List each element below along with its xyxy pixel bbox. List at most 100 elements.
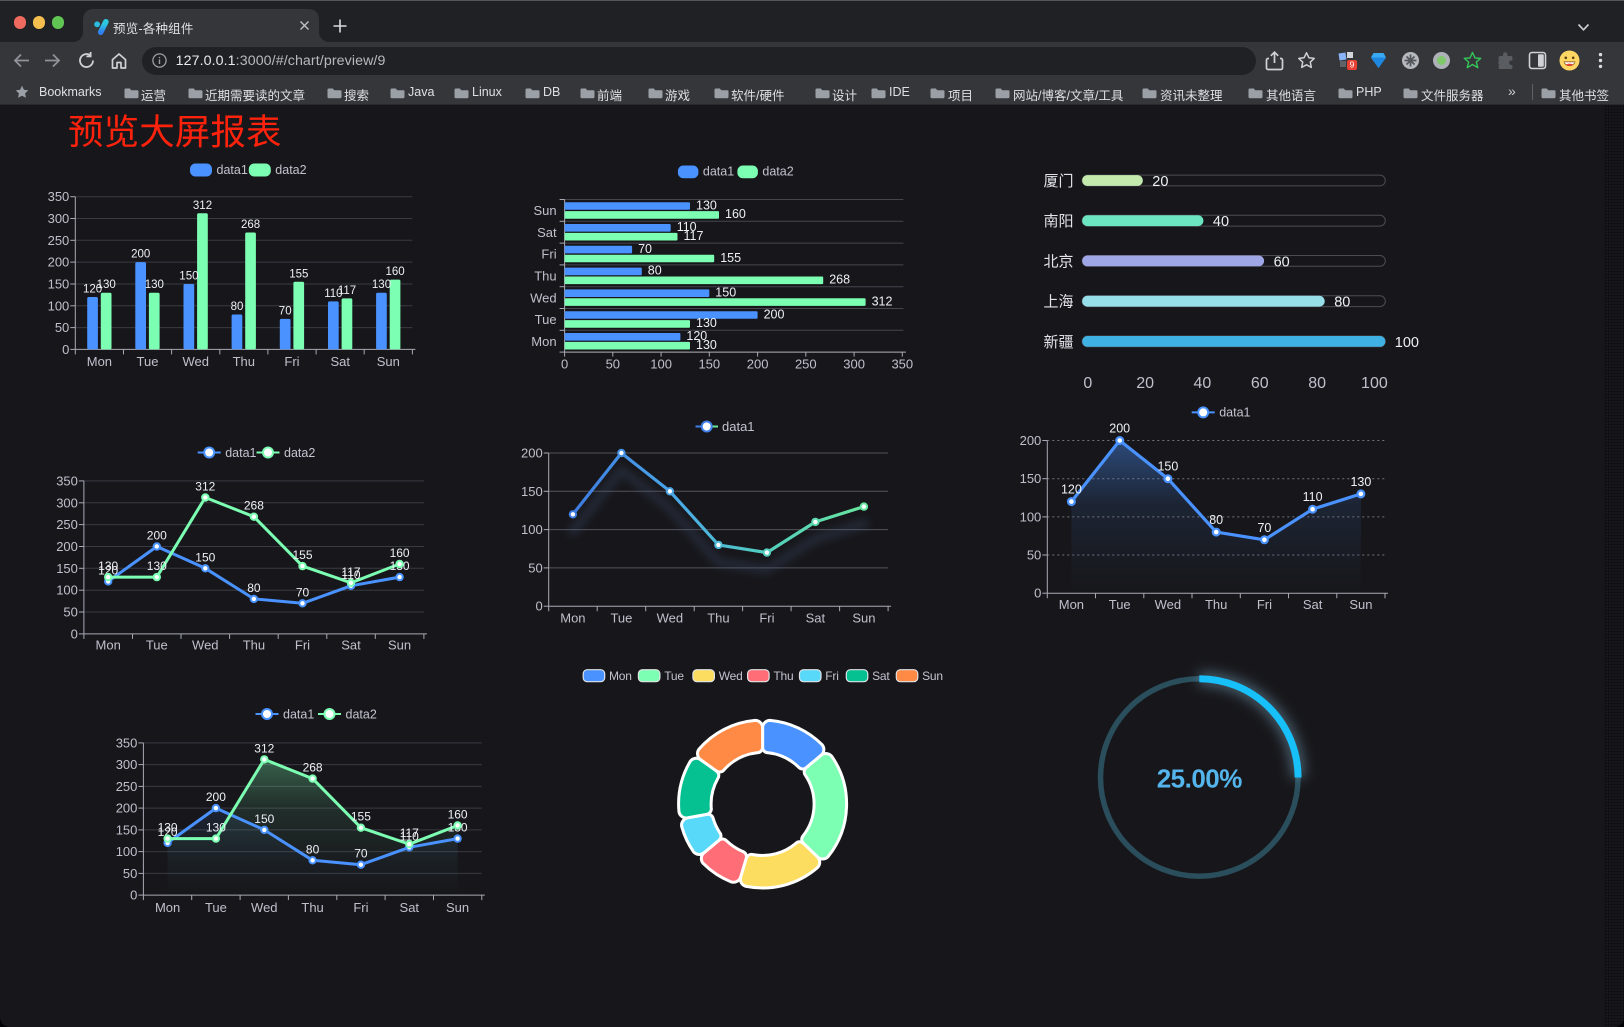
svg-text:268: 268 — [829, 273, 850, 287]
svg-text:Wed: Wed — [657, 611, 684, 626]
svg-text:Mon: Mon — [96, 638, 121, 653]
svg-text:150: 150 — [56, 561, 78, 576]
svg-text:data1: data1 — [283, 707, 314, 721]
svg-text:0: 0 — [535, 599, 542, 614]
svg-text:Sun: Sun — [533, 203, 556, 218]
svg-text:40: 40 — [1213, 214, 1229, 230]
svg-text:Sat: Sat — [872, 669, 890, 683]
svg-text:0: 0 — [130, 888, 137, 903]
svg-text:70: 70 — [638, 242, 652, 256]
svg-text:150: 150 — [254, 812, 274, 826]
svg-text:70: 70 — [354, 847, 368, 861]
svg-text:60: 60 — [1251, 375, 1269, 392]
svg-text:40: 40 — [1194, 375, 1212, 392]
svg-text:80: 80 — [306, 842, 320, 856]
svg-text:120: 120 — [1061, 483, 1082, 497]
svg-text:50: 50 — [63, 605, 77, 620]
svg-text:Wed: Wed — [251, 900, 278, 915]
svg-text:新疆: 新疆 — [1043, 334, 1073, 351]
svg-text:110: 110 — [677, 220, 697, 234]
svg-text:70: 70 — [279, 305, 292, 317]
svg-text:100: 100 — [56, 583, 78, 598]
svg-text:100: 100 — [521, 522, 543, 537]
svg-text:厦门: 厦门 — [1043, 173, 1073, 190]
svg-text:150: 150 — [195, 550, 215, 564]
svg-text:130: 130 — [158, 821, 178, 835]
svg-text:200: 200 — [1020, 433, 1042, 448]
svg-text:110: 110 — [1303, 490, 1323, 504]
svg-text:50: 50 — [55, 320, 69, 335]
svg-text:160: 160 — [448, 808, 468, 822]
svg-text:Tue: Tue — [137, 354, 159, 369]
svg-text:250: 250 — [56, 517, 78, 532]
svg-text:Mon: Mon — [87, 354, 112, 369]
svg-text:data1: data1 — [1219, 406, 1250, 420]
svg-text:Fri: Fri — [825, 669, 838, 683]
svg-text:Fri: Fri — [295, 638, 310, 653]
svg-text:250: 250 — [116, 779, 138, 794]
svg-text:data2: data2 — [762, 165, 793, 179]
svg-text:100: 100 — [650, 357, 672, 372]
svg-text:0: 0 — [1083, 375, 1092, 392]
svg-text:200: 200 — [116, 801, 138, 816]
svg-text:0: 0 — [71, 626, 78, 641]
svg-text:Tue: Tue — [664, 669, 684, 683]
svg-text:150: 150 — [1020, 471, 1042, 486]
svg-text:312: 312 — [254, 741, 274, 755]
svg-text:200: 200 — [131, 249, 150, 261]
svg-text:Fri: Fri — [284, 354, 299, 369]
svg-text:350: 350 — [48, 189, 70, 204]
svg-text:120: 120 — [158, 825, 178, 839]
svg-text:Fri: Fri — [759, 611, 774, 626]
svg-text:200: 200 — [56, 539, 78, 554]
svg-text:80: 80 — [1308, 375, 1326, 392]
svg-text:350: 350 — [56, 473, 78, 488]
svg-text:20: 20 — [1152, 174, 1168, 190]
svg-text:data2: data2 — [275, 163, 306, 177]
svg-text:155: 155 — [351, 810, 371, 824]
svg-text:312: 312 — [195, 480, 215, 494]
svg-text:160: 160 — [386, 266, 405, 278]
svg-text:350: 350 — [891, 357, 913, 372]
svg-text:150: 150 — [1157, 460, 1178, 474]
svg-text:130: 130 — [696, 338, 717, 352]
svg-text:130: 130 — [372, 279, 391, 291]
svg-text:120: 120 — [83, 284, 102, 296]
svg-text:100: 100 — [48, 298, 70, 313]
svg-text:Thu: Thu — [1205, 597, 1227, 612]
svg-text:155: 155 — [292, 548, 312, 562]
svg-text:80: 80 — [1334, 295, 1350, 311]
svg-text:9: 9 — [1350, 60, 1355, 70]
svg-text:150: 150 — [48, 277, 70, 292]
svg-text:Thu: Thu — [243, 638, 265, 653]
svg-text:0: 0 — [62, 342, 69, 357]
svg-text:130: 130 — [98, 559, 118, 573]
svg-text:data1: data1 — [217, 163, 248, 177]
svg-text:200: 200 — [1109, 422, 1130, 436]
svg-text:70: 70 — [1257, 521, 1271, 535]
svg-text:200: 200 — [764, 307, 785, 321]
svg-text:Sun: Sun — [922, 669, 943, 683]
svg-text:Tue: Tue — [205, 900, 227, 915]
svg-text:80: 80 — [648, 264, 662, 278]
svg-text:data1: data1 — [225, 446, 256, 460]
svg-text:25.00%: 25.00% — [1157, 764, 1243, 794]
svg-text:110: 110 — [324, 288, 342, 300]
svg-text:南阳: 南阳 — [1043, 213, 1073, 230]
svg-text:130: 130 — [1350, 475, 1371, 489]
svg-text:0: 0 — [561, 357, 568, 372]
svg-text:200: 200 — [521, 446, 543, 461]
svg-text:Sat: Sat — [330, 354, 350, 369]
svg-text:160: 160 — [725, 207, 746, 221]
svg-text:50: 50 — [528, 560, 542, 575]
svg-text:70: 70 — [296, 585, 310, 599]
svg-text:117: 117 — [338, 285, 356, 297]
svg-text:130: 130 — [97, 279, 116, 291]
svg-text:80: 80 — [1209, 513, 1223, 527]
svg-text:150: 150 — [715, 286, 736, 300]
svg-text:Sun: Sun — [377, 354, 400, 369]
svg-text:Mon: Mon — [531, 334, 556, 349]
svg-text:100: 100 — [1361, 375, 1388, 392]
svg-text:Fri: Fri — [541, 247, 556, 262]
svg-text:200: 200 — [206, 790, 226, 804]
